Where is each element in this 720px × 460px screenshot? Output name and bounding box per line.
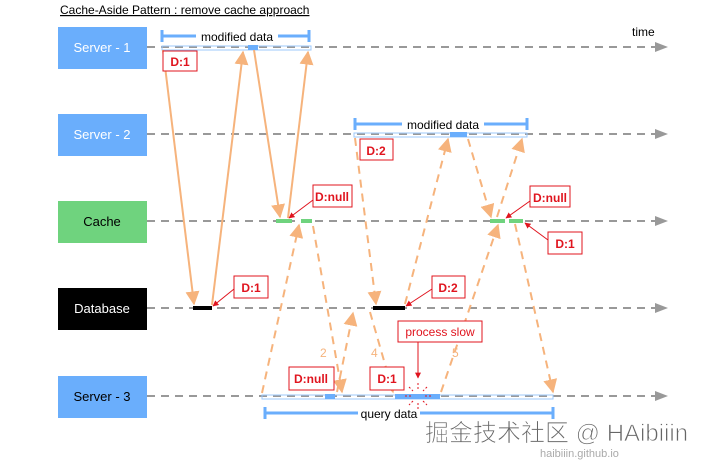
svg-text:process slow: process slow [405, 325, 475, 339]
activity-bars [161, 45, 554, 400]
svg-text:D:1: D:1 [377, 372, 397, 386]
dashed-flow-arrows [261, 137, 558, 394]
note-db-d1: D:1 [212, 275, 269, 307]
lane-server-3: Server - 3 [58, 376, 147, 418]
note-cache-null-1: D:null [288, 184, 353, 219]
watermark-sub: haibiiin.github.io [540, 448, 619, 460]
note-s1-d1: D:1 [162, 50, 198, 72]
bracket-label-server-2: modified data [407, 118, 479, 132]
note-process-slow: process slow [397, 320, 483, 379]
svg-text:D:null: D:null [315, 190, 349, 204]
slow-burst-icon [405, 383, 431, 409]
svg-text:Cache: Cache [83, 214, 121, 229]
timeline-arrowheads [655, 42, 668, 401]
svg-text:D:1: D:1 [241, 281, 261, 295]
svg-text:Server - 3: Server - 3 [73, 389, 130, 404]
server-1-flow-arrows [162, 49, 314, 306]
lane-server-1: Server - 1 [58, 27, 147, 69]
step-label-2: 2 [320, 346, 327, 360]
lane-cache: Cache [58, 201, 147, 243]
bracket-label-server-3: query data [361, 407, 418, 421]
time-label: time [632, 25, 655, 39]
svg-text:D:2: D:2 [366, 144, 386, 158]
note-db-d2: D:2 [405, 275, 466, 307]
svg-text:D:1: D:1 [555, 237, 575, 251]
step-label-5: 5 [452, 346, 459, 360]
svg-text:D:null: D:null [533, 191, 567, 205]
note-cache-null-2: D:null [505, 185, 571, 219]
lane-database: Database [58, 288, 147, 330]
bracket-label-server-1: modified data [201, 30, 273, 44]
watermark: 掘金技术社区 @ HAibiiin [425, 420, 688, 447]
step-label-4: 4 [371, 346, 378, 360]
note-s3-d1: D:1 [369, 366, 405, 391]
svg-text:D:1: D:1 [170, 55, 190, 69]
svg-text:D:2: D:2 [438, 281, 458, 295]
svg-text:Database: Database [74, 301, 130, 316]
note-s2-d2: D:2 [359, 138, 394, 161]
svg-text:Server - 1: Server - 1 [73, 40, 130, 55]
note-s3-null: D:null [288, 366, 335, 391]
note-cache-d1: D:1 [524, 222, 583, 255]
diagram-title: Cache-Aside Pattern : remove cache appro… [60, 3, 309, 17]
svg-text:Server - 2: Server - 2 [73, 127, 130, 142]
lane-server-2: Server - 2 [58, 114, 147, 156]
svg-text:D:null: D:null [294, 372, 328, 386]
